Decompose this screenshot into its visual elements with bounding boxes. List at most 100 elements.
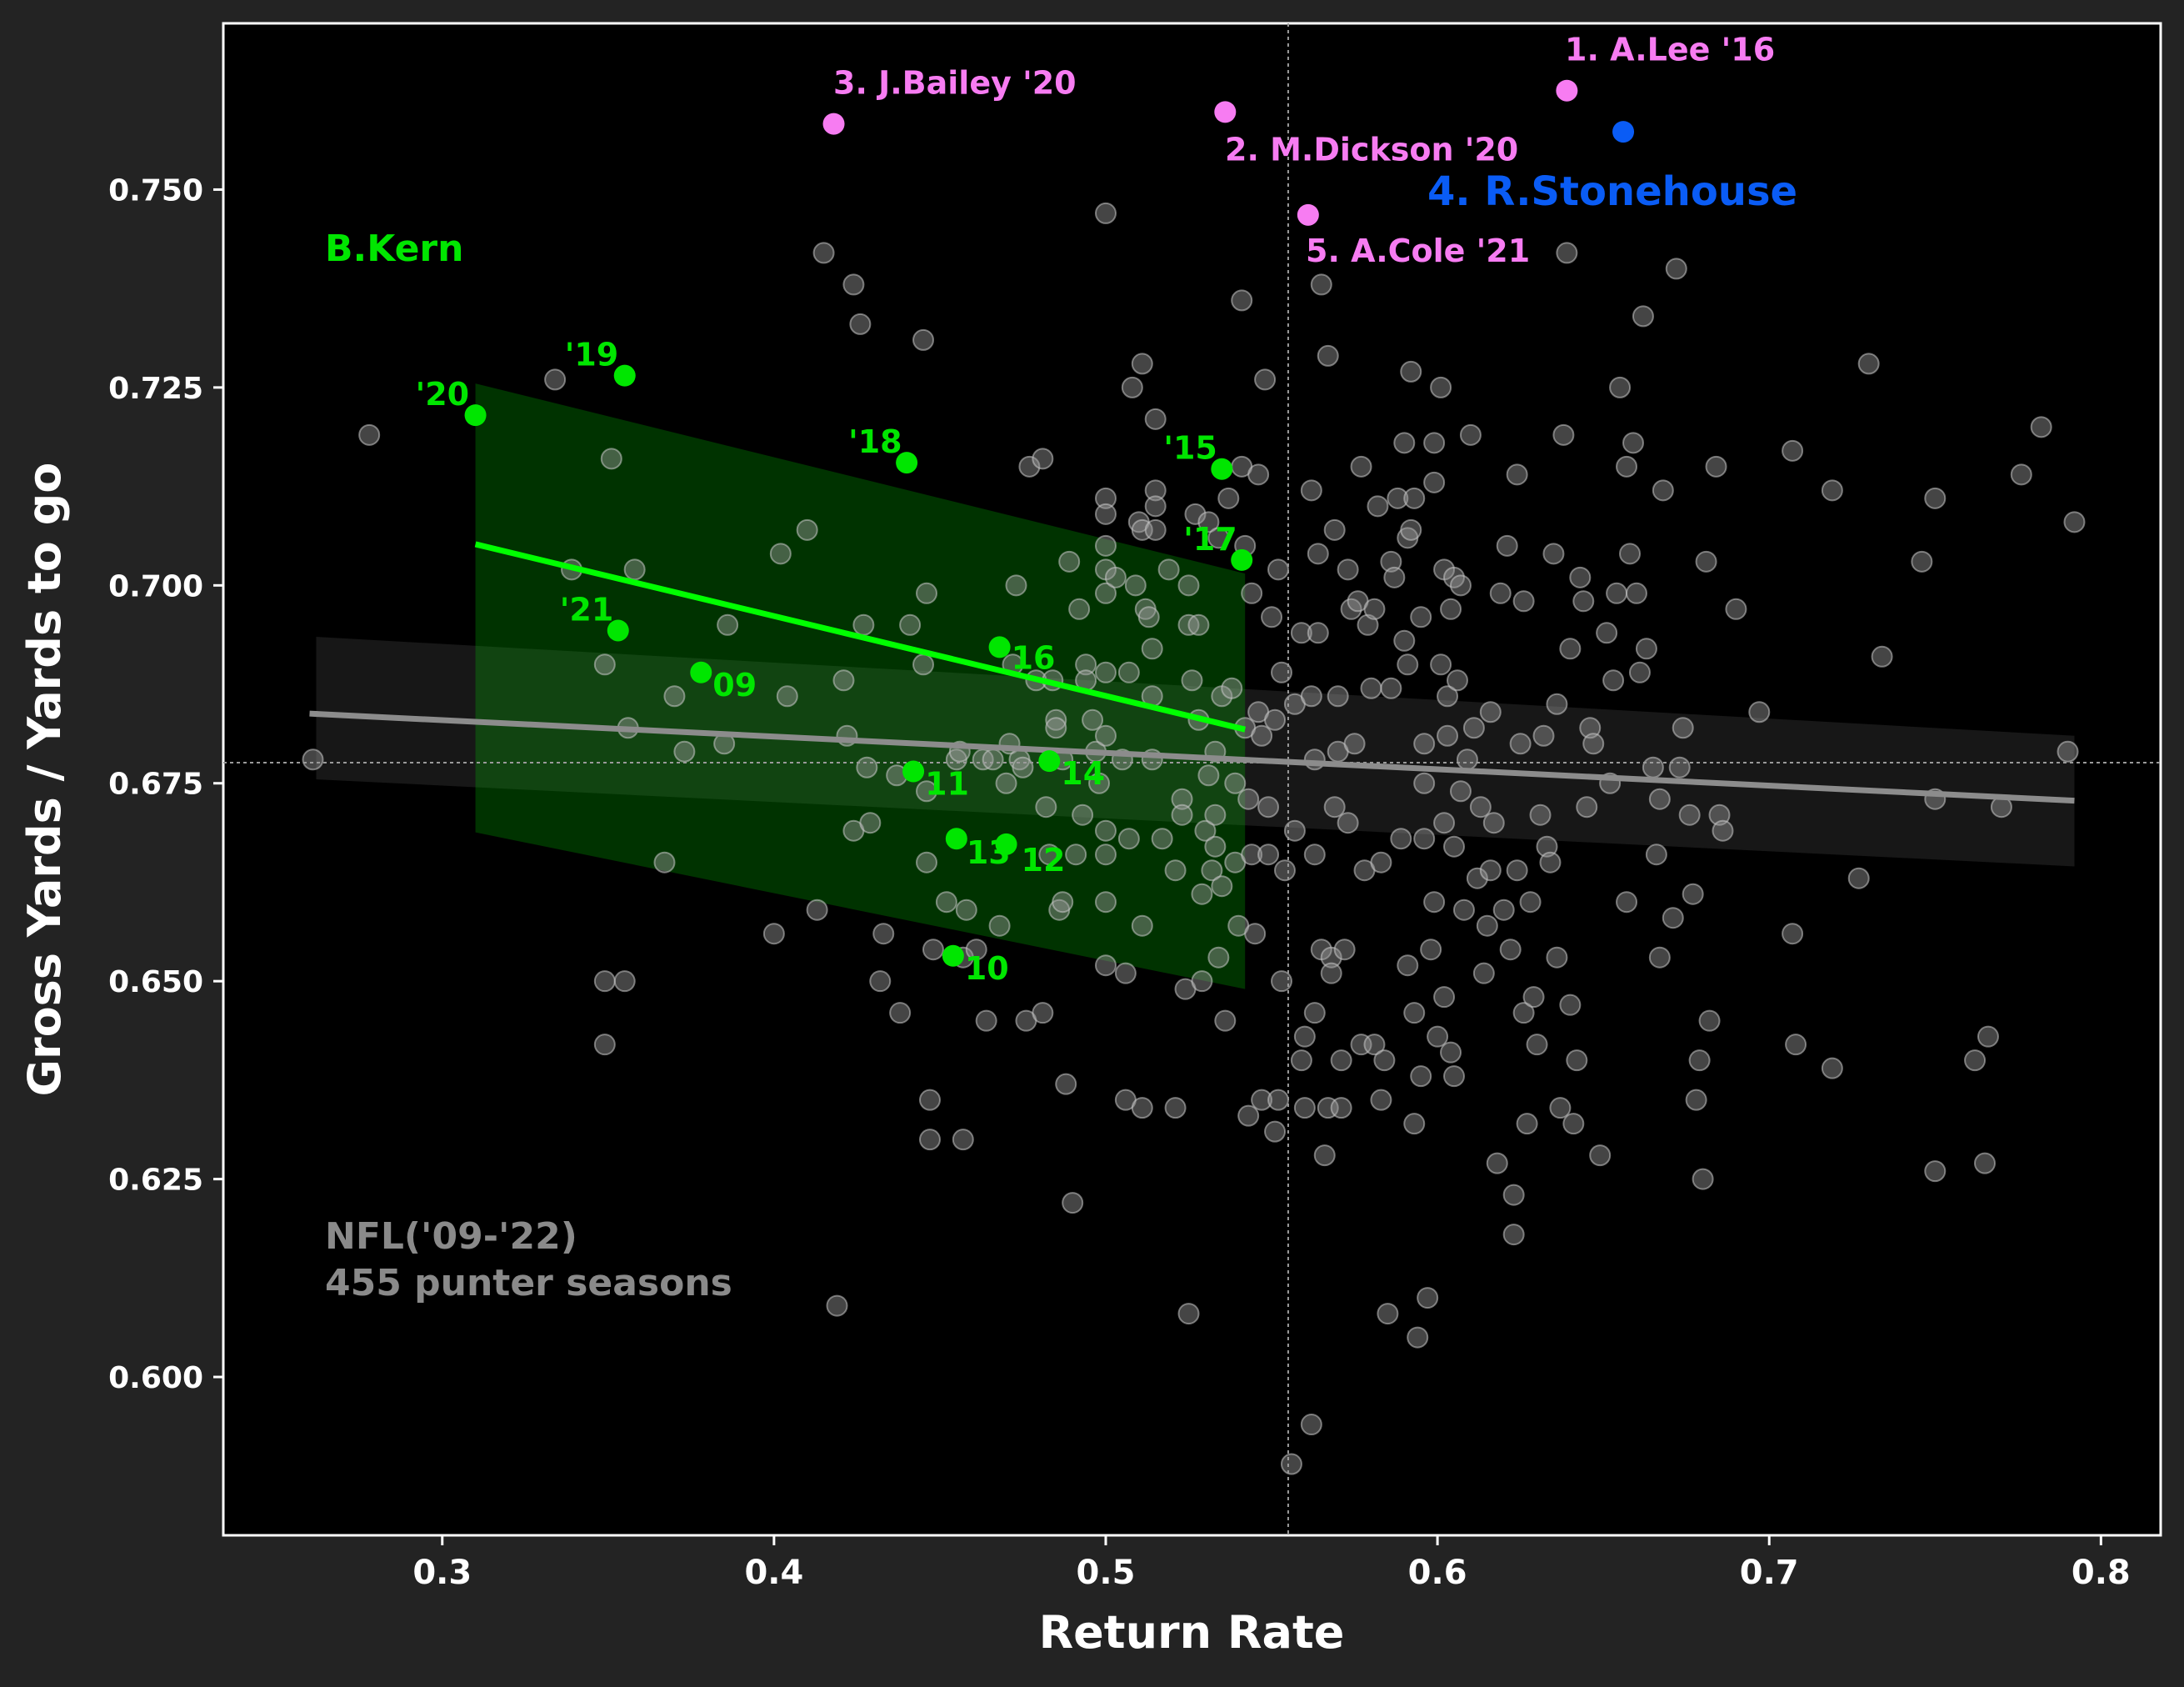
- league-point: [1207, 527, 1230, 549]
- league-point: [982, 748, 1004, 771]
- league-point: [1423, 891, 1446, 914]
- league-point: [1337, 558, 1359, 581]
- league-point: [1373, 1049, 1396, 1072]
- league-point: [1343, 733, 1366, 755]
- league-point: [1380, 550, 1402, 573]
- y-tick-label: 0.725: [108, 372, 203, 406]
- confidence-bands: [316, 383, 2075, 989]
- league-point: [1201, 859, 1223, 882]
- highlighted-punters: 1. A.Lee '16 2. M.Dickson '20 3. J.Bailey …: [822, 32, 1797, 269]
- league-point: [916, 582, 938, 604]
- league-point: [593, 1034, 616, 1056]
- league-point: [1546, 693, 1568, 715]
- league-point: [1413, 828, 1436, 850]
- highlight-point-label: 4. R.Stonehouse: [1427, 168, 1797, 215]
- league-point: [1094, 582, 1117, 604]
- league-point: [1114, 962, 1137, 984]
- league-point: [935, 891, 957, 914]
- league-point: [1692, 1168, 1714, 1190]
- league-point: [1449, 574, 1472, 597]
- league-point: [1241, 582, 1263, 604]
- league-point: [1682, 883, 1704, 905]
- league-point: [1257, 844, 1280, 866]
- league-point: [1606, 582, 1628, 604]
- league-point: [1469, 796, 1492, 818]
- y-axis-label: Gross Yards / Yards to go: [18, 463, 71, 1097]
- league-point: [1131, 353, 1153, 375]
- highlight-point-label: 3. J.Bailey '20: [833, 65, 1077, 102]
- highlight-point-label: 5. A.Cole '21: [1306, 233, 1530, 269]
- league-point: [1177, 574, 1200, 597]
- league-point: [1303, 748, 1326, 771]
- league-point: [1566, 1049, 1588, 1072]
- league-point: [1403, 1002, 1426, 1024]
- league-point: [1462, 717, 1485, 739]
- league-point: [1094, 202, 1117, 224]
- league-point: [1871, 645, 1893, 668]
- x-tick-label: 0.7: [1740, 1554, 1799, 1592]
- league-point: [1400, 360, 1422, 383]
- league-point: [1785, 1034, 1807, 1056]
- league-point: [1449, 780, 1472, 803]
- league-point: [796, 518, 818, 541]
- x-tick-label: 0.8: [2072, 1554, 2131, 1592]
- league-point: [1652, 479, 1674, 502]
- league-point: [916, 780, 938, 803]
- league-point: [1579, 717, 1602, 739]
- league-point: [1293, 1097, 1316, 1119]
- league-point: [1187, 613, 1210, 636]
- league-point: [1370, 851, 1392, 874]
- kern-point-label: 12: [1022, 842, 1066, 879]
- league-point: [832, 669, 855, 692]
- league-point: [1191, 970, 1213, 993]
- kern-point-label: '17: [1183, 521, 1237, 558]
- league-point: [1552, 423, 1575, 446]
- league-point: [1645, 844, 1667, 866]
- league-point: [1433, 812, 1456, 834]
- league-point: [1094, 487, 1117, 509]
- kern-point: [942, 944, 964, 967]
- league-point: [965, 939, 987, 961]
- league-point: [1075, 653, 1097, 676]
- league-point: [1619, 543, 1642, 565]
- league-point: [1082, 708, 1104, 731]
- league-point: [1479, 859, 1502, 882]
- league-point: [952, 1129, 974, 1151]
- y-tick-label: 0.700: [108, 569, 203, 603]
- league-point: [1616, 891, 1638, 914]
- highlight-point-label: 1. A.Lee '16: [1565, 32, 1775, 68]
- league-point: [1177, 1303, 1200, 1325]
- league-point: [1062, 1192, 1084, 1214]
- league-point: [1698, 1009, 1721, 1032]
- league-point: [1430, 653, 1452, 676]
- kern-point-label: '21: [560, 591, 614, 628]
- league-point: [1782, 439, 1804, 462]
- league-point: [1357, 613, 1379, 636]
- league-point: [653, 851, 676, 874]
- league-point: [1363, 1034, 1386, 1056]
- league-point: [1267, 1089, 1290, 1111]
- league-point: [1052, 891, 1074, 914]
- league-point: [1251, 1089, 1273, 1111]
- league-point: [1094, 819, 1117, 842]
- y-tick-label: 0.650: [108, 965, 203, 999]
- league-point: [776, 685, 798, 708]
- league-point: [1360, 677, 1382, 699]
- league-point: [1609, 376, 1632, 398]
- league-point: [1569, 566, 1592, 588]
- league-point: [1300, 479, 1322, 502]
- league-point: [1214, 1009, 1237, 1032]
- kern-point: [1211, 458, 1233, 480]
- x-tick-label: 0.5: [1077, 1554, 1136, 1592]
- league-point: [1443, 1065, 1466, 1088]
- league-point: [1303, 1002, 1326, 1024]
- league-point: [1688, 1049, 1711, 1072]
- league-point: [812, 242, 835, 264]
- league-point: [1387, 487, 1409, 509]
- kern-point: [690, 661, 712, 683]
- league-point: [1204, 835, 1227, 858]
- league-point: [1668, 756, 1691, 778]
- league-point: [1665, 258, 1687, 280]
